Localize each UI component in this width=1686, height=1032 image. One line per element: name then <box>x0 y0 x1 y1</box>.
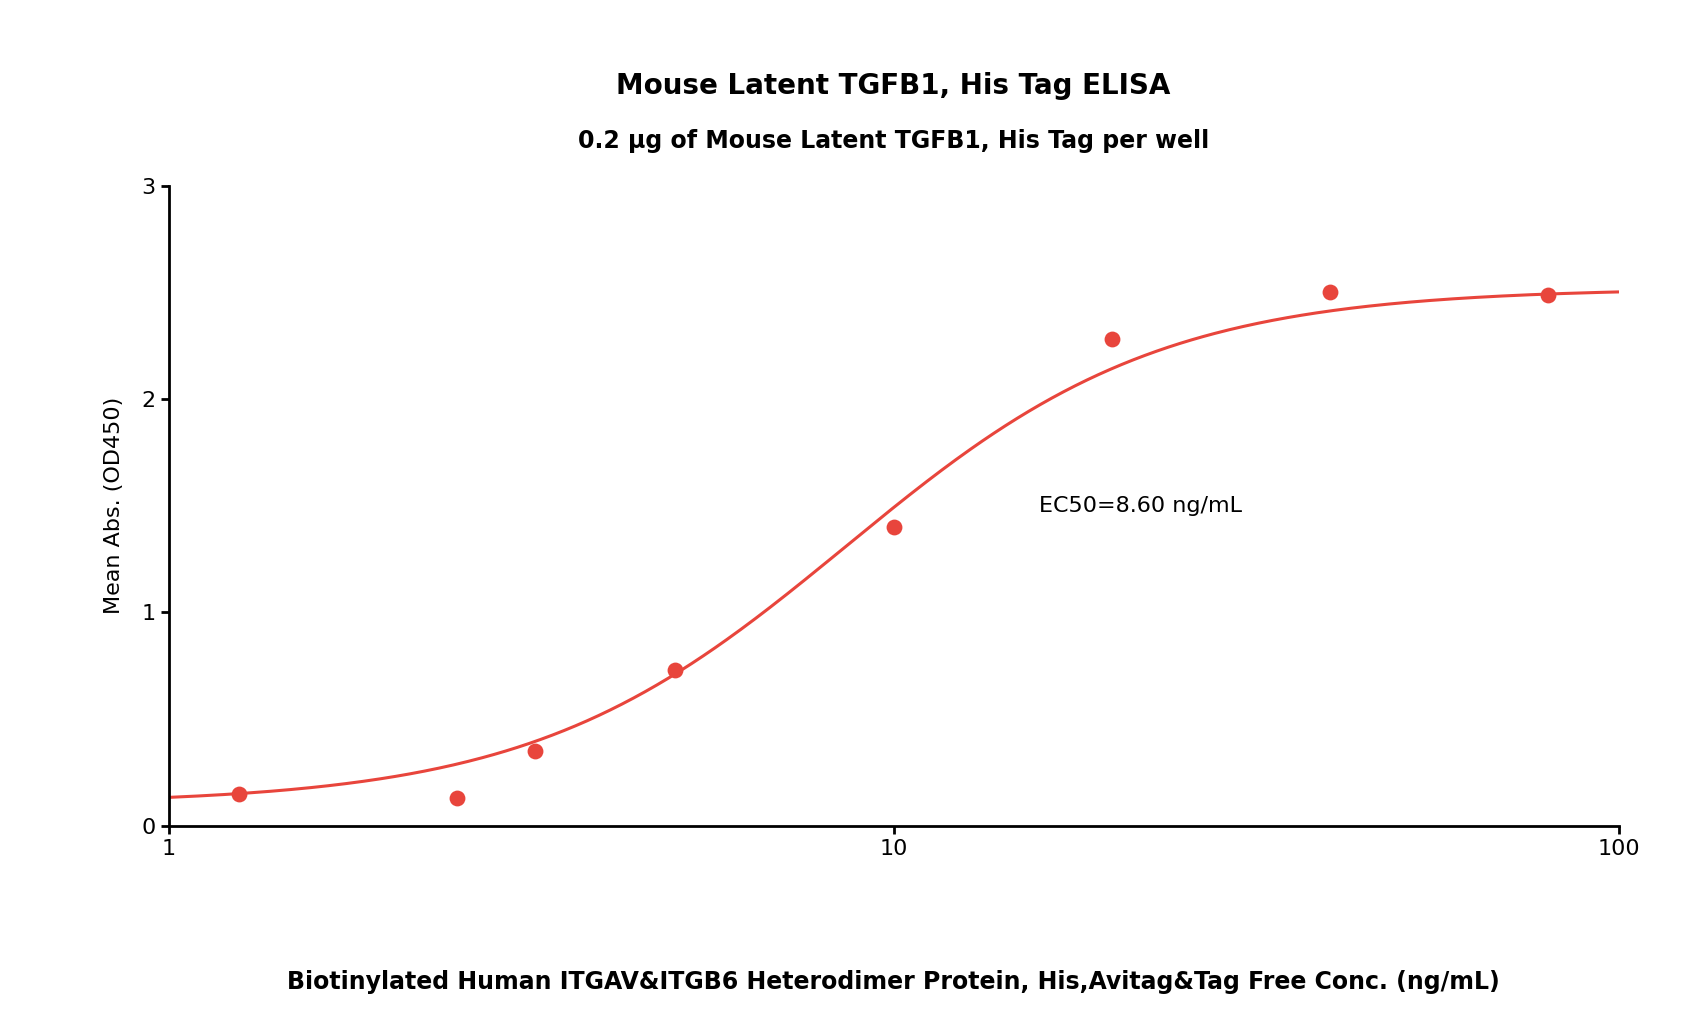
Point <box>880 519 907 536</box>
Point <box>1317 284 1344 300</box>
Y-axis label: Mean Abs. (OD450): Mean Abs. (OD450) <box>105 397 125 614</box>
Point <box>1098 331 1125 348</box>
Point <box>443 789 470 806</box>
Text: Mouse Latent TGFB1, His Tag ELISA: Mouse Latent TGFB1, His Tag ELISA <box>617 72 1170 100</box>
Point <box>663 662 690 678</box>
Text: 0.2 μg of Mouse Latent TGFB1, His Tag per well: 0.2 μg of Mouse Latent TGFB1, His Tag pe… <box>578 129 1209 153</box>
Point <box>226 785 253 802</box>
Point <box>1534 286 1561 302</box>
Text: Biotinylated Human ITGAV&ITGB6 Heterodimer Protein, His,Avitag&Tag Free Conc. (n: Biotinylated Human ITGAV&ITGB6 Heterodim… <box>287 970 1501 994</box>
Text: EC50=8.60 ng/mL: EC50=8.60 ng/mL <box>1039 495 1241 516</box>
Point <box>521 743 548 760</box>
